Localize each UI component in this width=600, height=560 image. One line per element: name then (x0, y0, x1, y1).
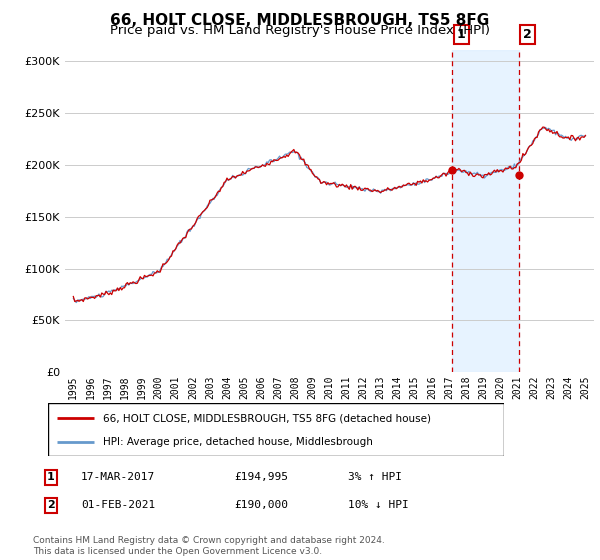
Text: £194,995: £194,995 (234, 472, 288, 482)
Text: HPI: Average price, detached house, Middlesbrough: HPI: Average price, detached house, Midd… (103, 436, 373, 446)
Text: 66, HOLT CLOSE, MIDDLESBROUGH, TS5 8FG (detached house): 66, HOLT CLOSE, MIDDLESBROUGH, TS5 8FG (… (103, 413, 431, 423)
Bar (452, 50, 518, 372)
Text: 10% ↓ HPI: 10% ↓ HPI (348, 500, 409, 510)
Text: 3% ↑ HPI: 3% ↑ HPI (348, 472, 402, 482)
Text: Contains HM Land Registry data © Crown copyright and database right 2024.
This d: Contains HM Land Registry data © Crown c… (33, 536, 385, 556)
Text: 1: 1 (47, 472, 55, 482)
Text: 01-FEB-2021: 01-FEB-2021 (81, 500, 155, 510)
FancyBboxPatch shape (48, 403, 504, 456)
Text: 66, HOLT CLOSE, MIDDLESBROUGH, TS5 8FG: 66, HOLT CLOSE, MIDDLESBROUGH, TS5 8FG (110, 13, 490, 28)
Text: 2: 2 (523, 28, 532, 41)
Text: 17-MAR-2017: 17-MAR-2017 (81, 472, 155, 482)
Text: £190,000: £190,000 (234, 500, 288, 510)
Text: Price paid vs. HM Land Registry's House Price Index (HPI): Price paid vs. HM Land Registry's House … (110, 24, 490, 37)
Text: 2: 2 (47, 500, 55, 510)
Text: 1: 1 (457, 28, 466, 41)
